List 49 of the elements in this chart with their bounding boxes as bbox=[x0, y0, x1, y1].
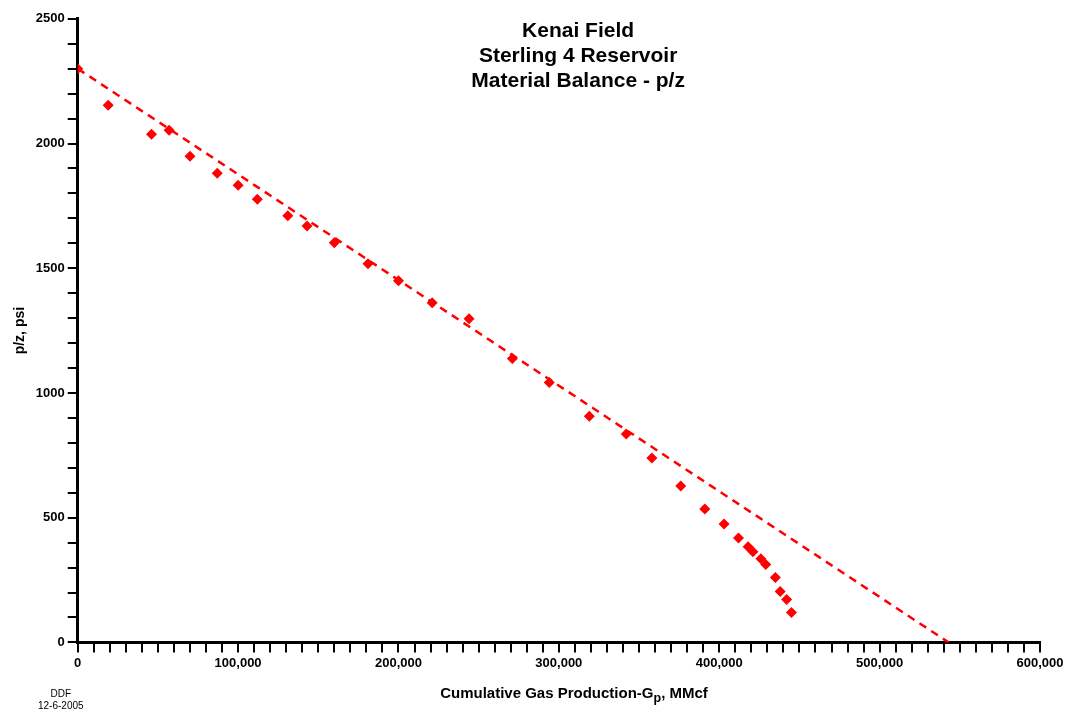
y-tick-label: 1000 bbox=[35, 384, 65, 400]
point bbox=[732, 532, 744, 544]
y-tick-label: 0 bbox=[57, 633, 65, 649]
x-tick-label: 100,000 bbox=[214, 654, 262, 670]
point bbox=[620, 428, 632, 440]
point bbox=[755, 553, 767, 565]
x-tick-label: 0 bbox=[74, 654, 82, 670]
point bbox=[781, 594, 793, 605]
text: 12-6-2005 bbox=[38, 700, 84, 712]
point bbox=[232, 179, 244, 191]
text: DDF bbox=[49, 688, 73, 700]
x-tick-label: 300,000 bbox=[535, 654, 583, 670]
point bbox=[675, 480, 687, 492]
x-tick-label: 600,000 bbox=[1016, 654, 1064, 670]
x-tick-label: 400,000 bbox=[695, 654, 743, 670]
point bbox=[282, 210, 294, 222]
y-tick-label: 2500 bbox=[35, 10, 65, 26]
point bbox=[646, 452, 658, 464]
text: Kenai Field Sterling 4 Reservoir Material Balance - p/z bbox=[471, 18, 685, 92]
point bbox=[583, 410, 595, 422]
point bbox=[463, 313, 475, 325]
point bbox=[184, 150, 196, 162]
point bbox=[251, 193, 263, 205]
point bbox=[742, 541, 754, 553]
x-tick-label: 500,000 bbox=[856, 654, 904, 670]
point bbox=[211, 167, 223, 179]
point bbox=[785, 606, 797, 618]
point bbox=[362, 258, 374, 270]
point bbox=[102, 99, 114, 111]
y-tick-label: 1500 bbox=[35, 259, 65, 275]
point bbox=[747, 546, 759, 558]
point bbox=[163, 124, 175, 136]
y-axis-title: p/z, psi bbox=[11, 306, 28, 355]
point bbox=[760, 559, 772, 571]
point bbox=[699, 503, 711, 515]
y-tick-label: 2000 bbox=[35, 135, 65, 151]
point bbox=[301, 220, 313, 232]
x-tick-label: 200,000 bbox=[374, 654, 422, 670]
point bbox=[328, 237, 340, 249]
point bbox=[543, 376, 555, 388]
x-axis-title: Cumulative Gas Production-G$_{p}$, MMcf bbox=[439, 684, 709, 705]
point bbox=[506, 353, 518, 365]
point bbox=[769, 572, 781, 584]
point bbox=[774, 586, 786, 598]
point bbox=[426, 297, 438, 309]
point bbox=[718, 518, 730, 530]
point bbox=[392, 275, 404, 287]
y-tick-label: 500 bbox=[43, 509, 65, 525]
point bbox=[146, 128, 157, 140]
